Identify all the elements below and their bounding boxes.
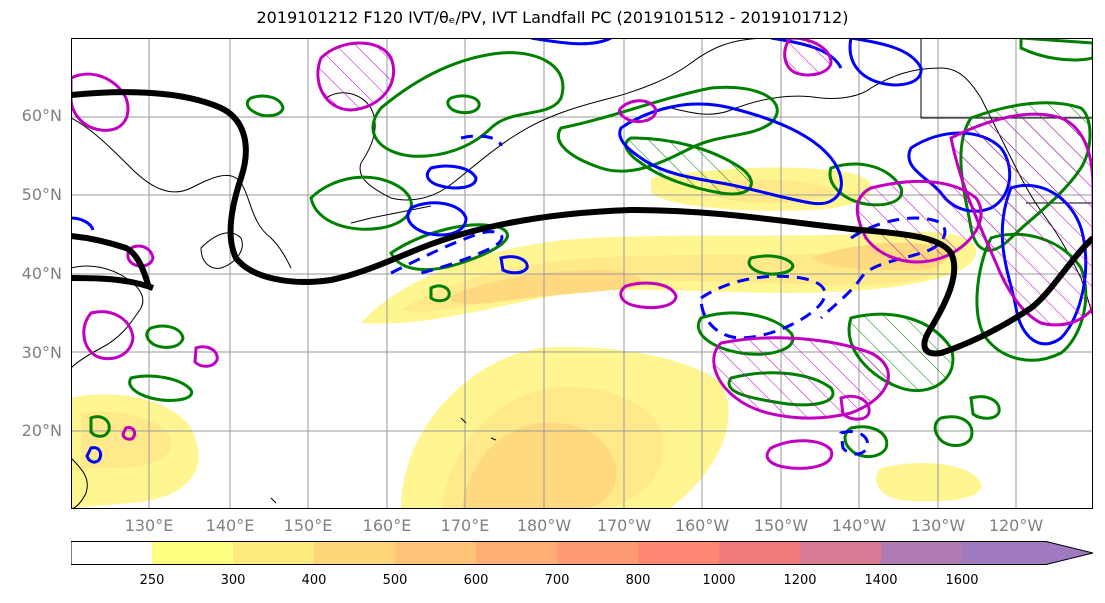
- colorbar-segment: [800, 541, 882, 565]
- colorbar-label-250: 250: [139, 573, 165, 588]
- colorbar-segment: [557, 541, 639, 565]
- colorbar-label-300: 300: [220, 573, 246, 588]
- colorbar-segment: [71, 541, 153, 565]
- colorbar-label-700: 700: [544, 573, 570, 588]
- jet-stream-line-west: [71, 233, 152, 289]
- colorbar-label-400: 400: [301, 573, 327, 588]
- lon-label-170w: 170°W: [596, 516, 652, 535]
- landfall-pc-contours: [71, 38, 1093, 470]
- colorbar-segment: [314, 541, 396, 565]
- lat-label-30n: 30°N: [21, 343, 62, 362]
- lat-label-20n: 20°N: [21, 421, 62, 440]
- colorbar-label-1400: 1400: [864, 573, 898, 588]
- ivt-colorbar: [71, 541, 1093, 565]
- colorbar-segment: [233, 541, 315, 565]
- lon-label-150e: 150°E: [283, 516, 333, 535]
- ivt-fill: [71, 167, 982, 508]
- lon-label-180w: 180°W: [516, 516, 572, 535]
- lon-label-160e: 160°E: [362, 516, 412, 535]
- colorbar-segment: [962, 541, 1093, 565]
- lon-label-140w: 140°W: [831, 516, 887, 535]
- colorbar-label-500: 500: [382, 573, 408, 588]
- lat-label-50n: 50°N: [21, 185, 62, 204]
- lat-label-40n: 40°N: [21, 264, 62, 283]
- colorbar-label-600: 600: [463, 573, 489, 588]
- lon-label-130e: 130°E: [124, 516, 174, 535]
- colorbar-label-1000: 1000: [702, 573, 736, 588]
- colorbar-segment: [152, 541, 234, 565]
- lon-label-130w: 130°W: [910, 516, 966, 535]
- jet-stream-line-southwest: [71, 275, 155, 291]
- map-frame: [71, 38, 1093, 509]
- lon-label-170e: 170°E: [440, 516, 490, 535]
- colorbar-segment: [881, 541, 963, 565]
- jet-stream-line: [71, 89, 1093, 357]
- colorbar-label-1600: 1600: [945, 573, 979, 588]
- colorbar-segment: [476, 541, 558, 565]
- colorbar-segment: [395, 541, 477, 565]
- colorbar-segment: [638, 541, 720, 565]
- lat-label-60n: 60°N: [21, 106, 62, 125]
- colorbar-segment: [719, 541, 801, 565]
- lon-label-160w: 160°W: [674, 516, 730, 535]
- lon-label-120w: 120°W: [988, 516, 1044, 535]
- lon-label-150w: 150°W: [753, 516, 809, 535]
- colorbar-label-1200: 1200: [783, 573, 817, 588]
- lon-label-140e: 140°E: [205, 516, 255, 535]
- colorbar-label-800: 800: [625, 573, 651, 588]
- map-panel: [71, 38, 1093, 509]
- map-title: 2019101212 F120 IVT/θₑ/PV, IVT Landfall …: [256, 8, 849, 27]
